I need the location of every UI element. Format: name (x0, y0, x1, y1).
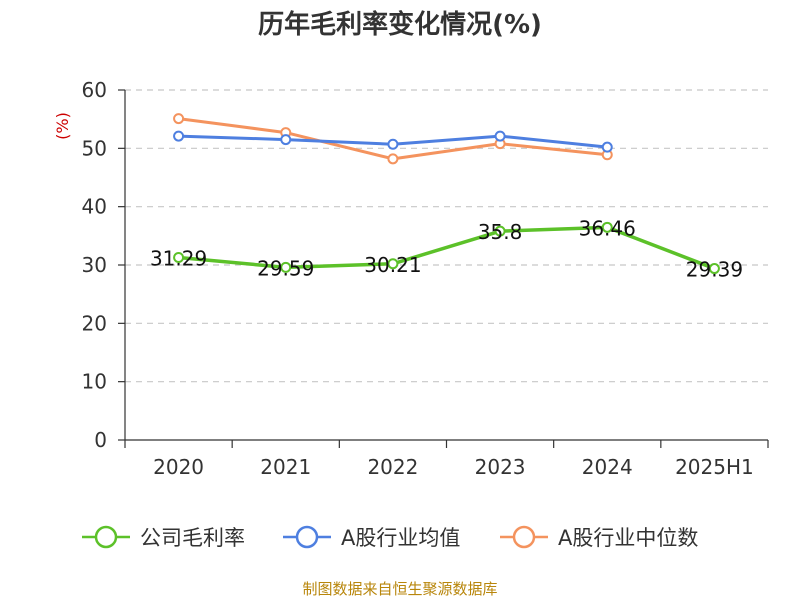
data-point (708, 263, 720, 275)
data-point (173, 113, 185, 125)
data-point (494, 130, 506, 142)
x-tick-label: 2022 (367, 455, 418, 479)
x-tick-label: 2025H1 (675, 455, 754, 479)
y-tick-label: 60 (82, 78, 107, 102)
y-axis-label: (%) (53, 112, 72, 140)
x-tick-label: 2024 (582, 455, 633, 479)
data-label: 29.59 (257, 256, 314, 280)
gridlines (125, 89, 768, 383)
data-point (387, 138, 399, 150)
data-labels: 31.29 29.59 30.21 35.8 36.46 29.39 (150, 216, 743, 281)
data-label: 30.21 (364, 253, 421, 277)
data-point (387, 258, 399, 270)
series-line (178, 225, 716, 271)
data-label: 31.29 (150, 246, 207, 270)
x-tick-label: 2023 (475, 455, 526, 479)
series-1 (173, 130, 613, 153)
legend[interactable]: 公司毛利率 A股行业均值 A股行业中位数 (82, 525, 698, 550)
axes (118, 89, 769, 448)
data-point (387, 153, 399, 165)
legend-marker-icon (94, 525, 118, 549)
series-lines (173, 113, 720, 275)
data-point (173, 251, 185, 263)
data-label: 29.39 (686, 258, 743, 282)
data-point (280, 261, 292, 273)
x-tick-labels: 2020 2021 2022 2023 2024 2025H1 (153, 455, 754, 479)
data-point (601, 221, 613, 233)
x-tick-label: 2021 (260, 455, 311, 479)
legend-marker-icon (512, 525, 536, 549)
data-label: 35.8 (478, 220, 523, 244)
legend-marker-icon (295, 525, 319, 549)
y-tick-label: 20 (82, 311, 107, 335)
data-point (601, 141, 613, 153)
y-tick-label: 50 (82, 136, 107, 160)
data-label: 36.46 (579, 216, 636, 240)
legend-label: 公司毛利率 (140, 526, 245, 550)
y-tick-labels: 0 10 20 30 40 50 60 (82, 78, 107, 452)
y-tick-label: 30 (82, 253, 107, 277)
legend-item[interactable]: A股行业均值 (283, 525, 460, 550)
y-tick-label: 10 (82, 370, 107, 394)
x-tick-label: 2020 (153, 455, 204, 479)
y-tick-label: 0 (94, 428, 107, 452)
data-point (173, 130, 185, 142)
data-point (280, 134, 292, 146)
series-0 (173, 221, 720, 275)
y-tick-label: 40 (82, 195, 107, 219)
chart-title: 历年毛利率变化情况(%) (258, 9, 542, 40)
legend-label: A股行业均值 (341, 526, 460, 550)
legend-label: A股行业中位数 (558, 526, 698, 550)
source-note: 制图数据来自恒生聚源数据库 (302, 580, 497, 598)
legend-item[interactable]: 公司毛利率 (82, 525, 245, 550)
legend-item[interactable]: A股行业中位数 (500, 525, 698, 550)
data-point (494, 225, 506, 237)
